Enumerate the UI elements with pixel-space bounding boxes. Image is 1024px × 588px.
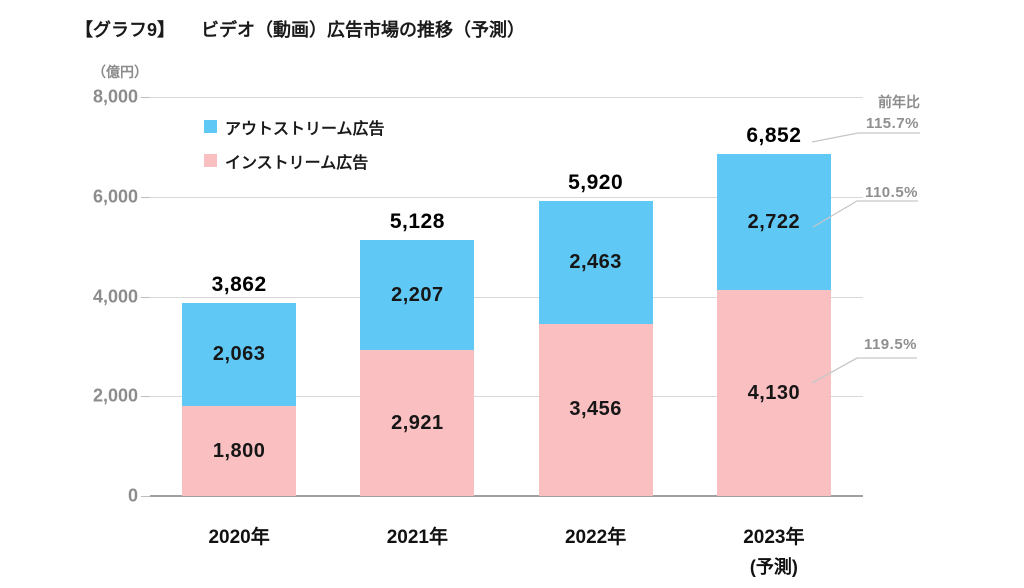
plot-area: 1,800 2,063 3,862 2,921 2,207 5,128 3,456 2,463… (150, 97, 863, 497)
y-tick-mark (141, 196, 150, 198)
bar-segment-instream-2021年: 2,921 (360, 350, 475, 496)
legend-label-outstream: アウトストリーム広告 (225, 120, 385, 138)
bar-value-label: 2,921 (391, 411, 444, 434)
x-tick-label: 2022年 (564, 527, 627, 548)
bar-value-label: 4,130 (747, 381, 801, 404)
gridline (150, 97, 863, 98)
gridline (150, 196, 863, 198)
y-tick-mark (141, 296, 150, 298)
chart-title: 【グラフ9】 ビデオ（動画）広告市場の推移（予測） (75, 16, 525, 42)
legend-swatch-instream (204, 154, 217, 167)
y-axis-unit-label: （億円） (92, 64, 148, 80)
legend-swatch-outstream (204, 120, 217, 133)
bar-total-label: 6,852 (746, 124, 802, 148)
bar-segment-outstream-2023年: 2,722 (716, 154, 831, 291)
bar-segment-outstream-2020年: 2,063 (182, 303, 297, 407)
bar-total-label: 5,128 (389, 210, 445, 234)
y-tick-mark (141, 496, 150, 497)
bar-segment-outstream-2021年: 2,207 (360, 240, 475, 351)
y-tick-mark (141, 396, 150, 398)
bar-total-label: 3,862 (211, 273, 267, 297)
y-tick-label: 0 (127, 485, 138, 506)
gridline (150, 396, 863, 398)
legend-item-outstream: アウトストリーム広告 (204, 118, 385, 138)
bar-value-label: 2,722 (747, 210, 801, 233)
chart-title-tag: 【グラフ9】 (75, 20, 176, 40)
gridline (150, 296, 863, 298)
y-tick-mark (141, 97, 150, 98)
y-tick-label: 6,000 (92, 186, 138, 207)
legend-label-instream: インストリーム広告 (225, 154, 369, 172)
x-tick-label: 2021年 (386, 527, 449, 548)
bar-value-label: 2,207 (391, 283, 444, 306)
yoy-instream-percent: 119.5% (863, 336, 917, 353)
x-axis-baseline (150, 495, 863, 497)
x-tick-label: 2020年 (208, 527, 270, 548)
bar-total-label: 5,920 (568, 170, 624, 194)
y-tick-label: 2,000 (92, 385, 138, 406)
legend: アウトストリーム広告 インストリーム広告 (204, 118, 385, 186)
bar-segment-instream-2023年: 4,130 (716, 290, 831, 496)
bar-segment-outstream-2022年: 2,463 (538, 200, 653, 324)
bar-segment-instream-2020年: 1,800 (182, 406, 297, 496)
y-tick-label: 4,000 (92, 286, 138, 306)
bar-value-label: 3,456 (569, 398, 622, 421)
bar-value-label: 2,463 (569, 250, 622, 273)
yoy-outstream-percent: 110.5% (864, 184, 918, 201)
yoy-header: 前年比 (878, 94, 920, 110)
x-tick-label: 2023年 (743, 527, 805, 548)
y-tick-label: 8,000 (92, 86, 138, 107)
bar-segment-instream-2022年: 3,456 (538, 323, 653, 496)
bar-value-label: 2,063 (212, 343, 266, 366)
legend-item-instream: インストリーム広告 (204, 152, 385, 172)
x-tick-sublabel: (予測) (749, 557, 798, 577)
yoy-total-percent: 115.7% (865, 115, 919, 132)
chart-title-text: ビデオ（動画）広告市場の推移（予測） (201, 20, 526, 40)
bar-value-label: 1,800 (212, 439, 266, 462)
